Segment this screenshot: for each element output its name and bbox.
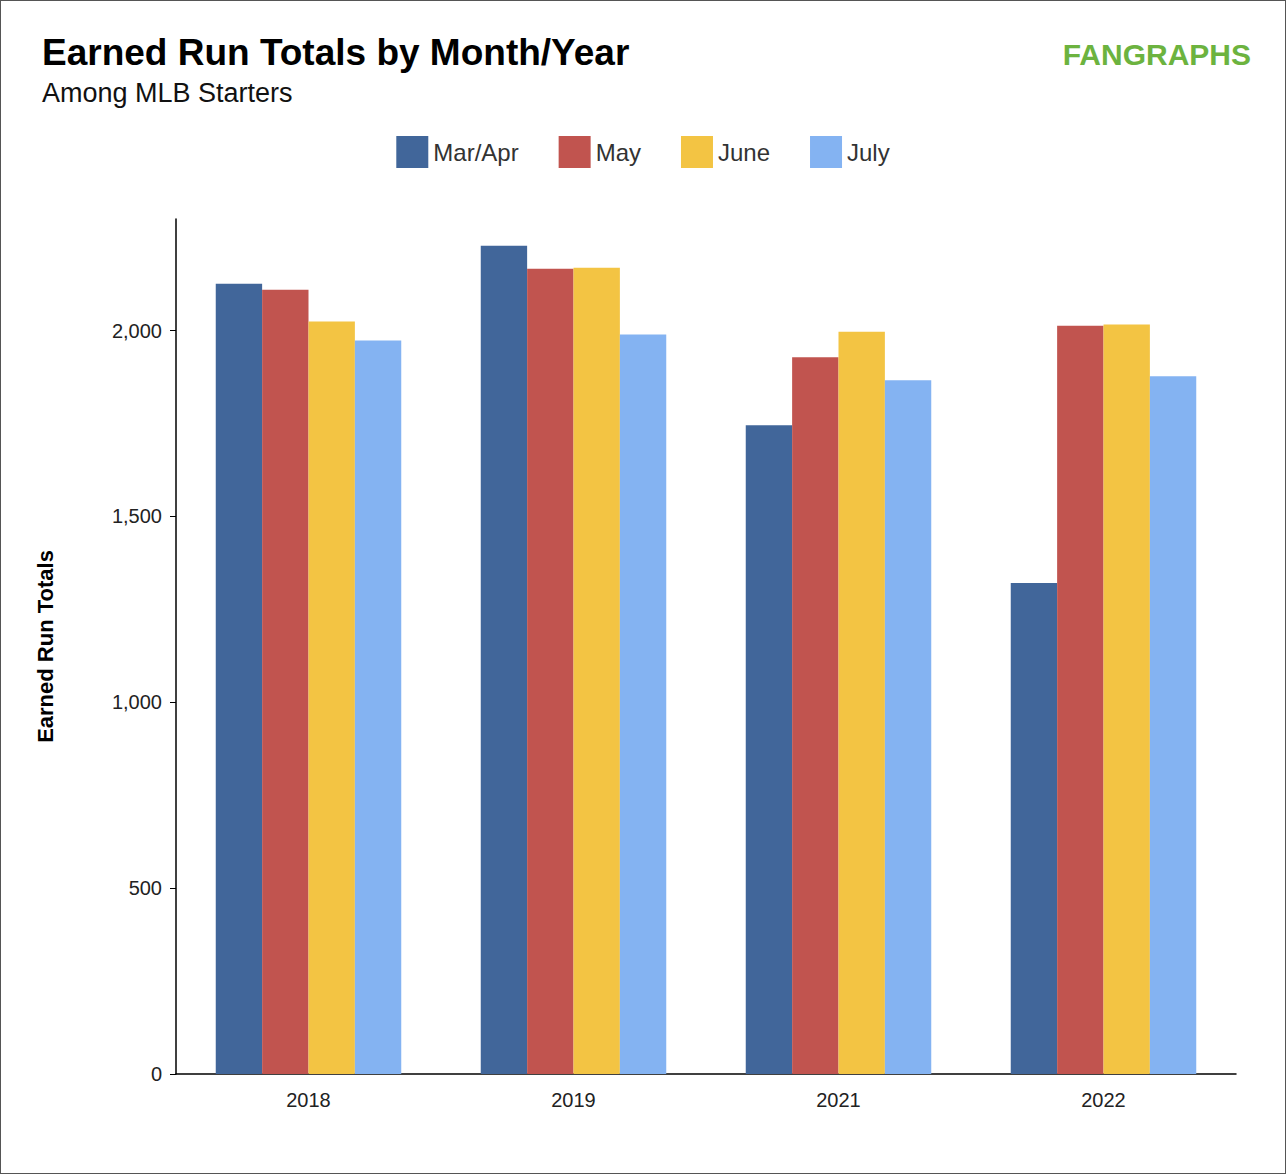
svg-text:Among MLB Starters: Among MLB Starters [42,78,293,108]
svg-text:July: July [847,139,890,166]
svg-text:Earned Run Totals by Month/Yea: Earned Run Totals by Month/Year [42,32,629,73]
svg-text:2,000: 2,000 [112,320,162,342]
svg-text:Earned Run Totals: Earned Run Totals [33,550,58,743]
svg-text:500: 500 [129,877,162,899]
svg-text:2019: 2019 [551,1089,596,1111]
svg-text:2022: 2022 [1081,1089,1126,1111]
svg-text:May: May [596,139,641,166]
svg-text:2018: 2018 [286,1089,331,1111]
svg-text:0: 0 [151,1063,162,1085]
svg-text:Mar/Apr: Mar/Apr [433,139,518,166]
svg-text:FANGRAPHS: FANGRAPHS [1063,38,1251,71]
svg-text:1,000: 1,000 [112,691,162,713]
svg-text:June: June [718,139,770,166]
svg-text:1,500: 1,500 [112,505,162,527]
svg-text:2021: 2021 [816,1089,861,1111]
